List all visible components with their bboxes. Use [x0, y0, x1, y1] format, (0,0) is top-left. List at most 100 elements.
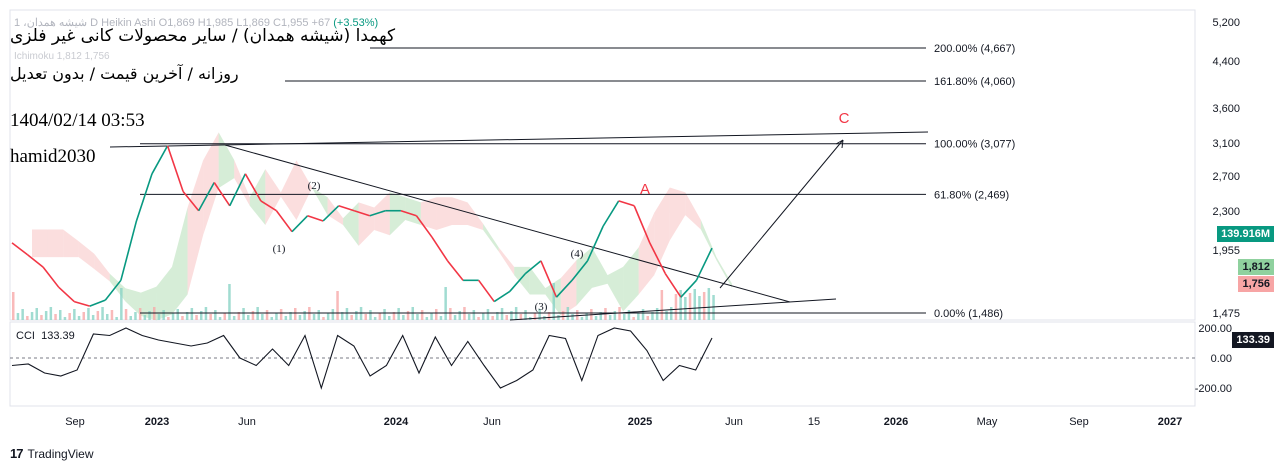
- volume-bar: [350, 315, 353, 320]
- time-tick: Sep: [65, 416, 85, 428]
- price-segment: [73, 300, 91, 307]
- kijun-tag: 1,756: [1238, 276, 1274, 292]
- volume-tag: 139.916M: [1217, 226, 1274, 242]
- volume-bar: [120, 288, 123, 320]
- price-segment: [213, 182, 231, 207]
- tradingview-brand[interactable]: 17 TradingView: [10, 446, 94, 461]
- price-tick: 4,400: [1212, 56, 1240, 68]
- wave-label-c: C: [839, 110, 850, 127]
- chart-note-timestamp: 1404/02/14 03:53: [10, 110, 145, 131]
- fib-label: 0.00% (1,486): [934, 308, 1003, 320]
- cci-value-tag: 133.39: [1232, 332, 1274, 348]
- wave-label: (3): [535, 301, 548, 313]
- price-segment: [42, 266, 60, 288]
- cloud-segment: [140, 286, 157, 321]
- wave-label: (4): [571, 248, 584, 260]
- trend-lines: [109, 131, 929, 321]
- chart-note-author: hamid2030: [10, 146, 96, 167]
- volume-bar: [134, 312, 137, 320]
- volume-bar: [472, 310, 476, 320]
- volume-bar: [228, 284, 231, 320]
- price-segment: [695, 247, 713, 281]
- cloud-segment: [327, 197, 344, 225]
- volume-bar: [21, 309, 24, 320]
- volume-bar: [510, 311, 513, 320]
- volume-bar: [298, 315, 302, 320]
- volume-bar: [73, 309, 76, 320]
- price-segment: [182, 191, 200, 212]
- volume-bar: [317, 310, 320, 320]
- volume-bar: [110, 310, 114, 320]
- ichimoku-legend: Ichimoku 1,812 1,756: [14, 51, 110, 62]
- volume-bar: [646, 316, 649, 320]
- cloud-segment: [32, 229, 48, 258]
- cloud-segment: [529, 266, 546, 295]
- volume-bar: [209, 314, 212, 320]
- volume-bar: [129, 316, 132, 320]
- price-segment: [633, 205, 651, 244]
- volume-bar: [265, 310, 269, 320]
- volume-bar: [214, 310, 217, 320]
- time-tick: 2025: [628, 416, 652, 428]
- volume-bar: [693, 289, 696, 320]
- volume-bar: [26, 316, 29, 320]
- projection-line: [719, 139, 844, 289]
- cloud-segment: [467, 202, 484, 231]
- symbol-header: 1 ،شیشه همدان D Heikin Ashi O1,869 H1,98…: [14, 16, 378, 29]
- volume-bar: [181, 316, 184, 320]
- main-pane[interactable]: [9, 9, 1196, 321]
- volume-bar: [185, 312, 189, 320]
- price-segment: [571, 260, 589, 281]
- cci-pane[interactable]: [9, 321, 1196, 407]
- price-segment: [338, 205, 355, 212]
- volume-bar: [538, 309, 541, 320]
- chart-note-title: کهمدا (شیشه همدان) / سایر محصولات کانی غ…: [10, 26, 396, 46]
- cloud-segment: [420, 197, 437, 231]
- volume-bar: [218, 317, 222, 320]
- price-segment: [197, 182, 215, 212]
- price-tick: 1,955: [1212, 245, 1240, 257]
- volume-bar: [623, 314, 626, 320]
- wave-labels: (1) (2) (3) (4) A C: [273, 110, 850, 313]
- price-segment: [524, 260, 542, 275]
- price-segment: [27, 254, 44, 268]
- volume-bar: [449, 308, 452, 320]
- upper-channel-line: [109, 131, 929, 148]
- volume-bar: [632, 317, 635, 320]
- volume-bar: [373, 317, 377, 320]
- volume-bar: [275, 313, 278, 320]
- volume-bar: [148, 311, 151, 320]
- price-segment: [260, 200, 277, 212]
- cci-line: [11, 327, 713, 390]
- price-tick: 3,600: [1212, 103, 1240, 115]
- volume-bar: [444, 287, 447, 320]
- volume-bar: [91, 315, 95, 320]
- volume-bar: [524, 310, 527, 320]
- price-segment: [478, 279, 495, 303]
- time-tick: 2027: [1158, 416, 1182, 428]
- volume-bar: [571, 314, 574, 320]
- price-segment: [353, 209, 371, 217]
- cloud-segment: [638, 212, 655, 295]
- volume-bar: [44, 311, 48, 320]
- volume-bar: [641, 309, 645, 320]
- volume-bar: [68, 313, 71, 320]
- volume-bar: [613, 311, 617, 320]
- cloud-segment: [47, 229, 64, 258]
- price-segment: [664, 273, 682, 298]
- volume-bar: [35, 308, 38, 320]
- volume-bar: [223, 313, 226, 320]
- cloud-segment: [700, 220, 717, 261]
- price-segment: [135, 173, 153, 222]
- volume-bar: [345, 308, 349, 320]
- volume-bar: [712, 295, 715, 320]
- volume-bar: [416, 314, 419, 320]
- price-series: [11, 145, 713, 307]
- volume-bar: [176, 309, 179, 320]
- volume-bar: [167, 317, 170, 320]
- cci-value: 133.39: [41, 330, 75, 342]
- price-segment: [275, 210, 293, 233]
- chart-note-subtitle: روزانه / آخرین قیمت / بدون تعدیل: [10, 64, 239, 83]
- volume-bar: [637, 313, 640, 320]
- volume-bar: [402, 315, 405, 320]
